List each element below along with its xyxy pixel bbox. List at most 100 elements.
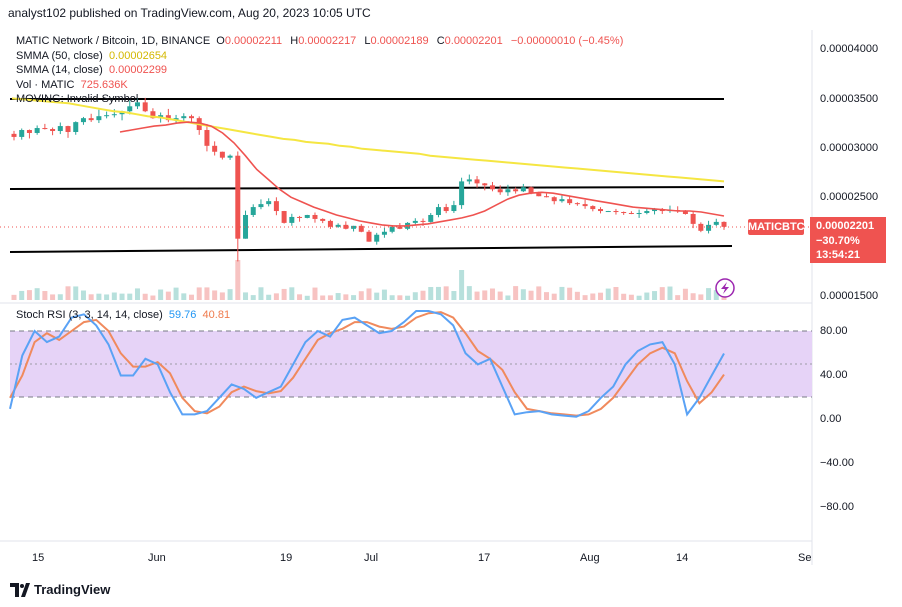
volume-bar [165, 291, 171, 300]
candle-body [19, 130, 25, 137]
candle-body [80, 118, 86, 123]
candle-body [559, 199, 565, 202]
candle-body [327, 220, 333, 227]
candle-body [652, 209, 658, 212]
price-tick: 0.00003500 [820, 93, 879, 105]
volume-bar [204, 287, 210, 300]
candle-body [266, 201, 272, 205]
change-percent: −30.70% [816, 234, 860, 247]
candle-body [374, 234, 380, 242]
price-tick: 0.00002500 [820, 191, 879, 203]
volume-bar [420, 290, 426, 300]
volume-bar [644, 292, 650, 300]
candle-body [536, 193, 542, 197]
candle-body [34, 128, 40, 133]
volume-bar [34, 288, 40, 300]
candle-body [598, 209, 604, 212]
volume-bar [134, 288, 140, 300]
candle-body [551, 197, 557, 202]
volume-bar [173, 287, 179, 300]
candle-body [466, 179, 472, 182]
volume-bar [505, 295, 511, 300]
sma50-label[interactable]: SMMA (50, close) [16, 49, 103, 62]
volume-bar [312, 287, 318, 300]
candle-body [189, 116, 194, 119]
moving-label[interactable]: MOVING: Invalid Symbol [16, 93, 139, 105]
moving-averages [11, 97, 725, 227]
candle-body [243, 214, 249, 239]
symbol-title[interactable]: MATIC Network / Bitcoin, 1D, BINANCE [16, 35, 211, 47]
candle-body [142, 102, 148, 112]
open-label: O [216, 35, 225, 47]
volume-bar [111, 292, 117, 300]
volume-bar [435, 286, 441, 300]
candle-body [219, 151, 225, 158]
volume-bar [127, 293, 133, 300]
volume-bar [489, 288, 495, 300]
candle-body [111, 114, 117, 116]
stoch-legend: Stoch RSI (3, 3, 14, 14, close) 59.76 40… [16, 309, 230, 321]
lightning-icon[interactable] [715, 278, 735, 298]
volume-label[interactable]: Vol · MATIC [16, 78, 75, 91]
volume-bar [520, 289, 526, 300]
volume-bar [235, 260, 241, 300]
close-label: C [436, 35, 445, 47]
price-tick: 0.00004000 [820, 43, 879, 55]
volume-bar [621, 293, 627, 300]
volume-bar [682, 288, 688, 300]
candle-body [582, 204, 588, 207]
volume-bar [297, 294, 303, 300]
stoch-k-line [9, 310, 725, 418]
footer-brand[interactable]: TradingView [10, 582, 110, 597]
stoch-label[interactable]: Stoch RSI (3, 3, 14, 14, close) [16, 309, 163, 321]
candle-body [636, 213, 642, 215]
volume-bars [11, 260, 727, 300]
sma14-label[interactable]: SMMA (14, close) [16, 64, 103, 76]
volume-bar [73, 286, 79, 300]
volume-bar [389, 295, 395, 300]
candle-body [127, 106, 133, 112]
volume-bar [636, 295, 642, 300]
publisher-line: analyst102 published on TradingView.com,… [8, 6, 371, 20]
volume-bar [605, 288, 611, 300]
candle-body [358, 225, 364, 232]
candle-body [212, 145, 218, 152]
stoch-tick: 80.00 [820, 325, 848, 337]
candle-body [412, 220, 418, 223]
volume-bar [304, 295, 310, 300]
trend-lines [9, 98, 733, 253]
candle-body [621, 212, 627, 214]
candle-body [628, 213, 634, 215]
volume-bar [219, 292, 225, 300]
candle-body [351, 225, 357, 229]
low-value: 0.00002189 [370, 35, 429, 47]
candle-body [567, 199, 573, 204]
support-line [9, 245, 733, 253]
volume-bar [667, 286, 673, 300]
candle-body [605, 211, 611, 213]
stoch-tick: 0.00 [820, 413, 842, 425]
close-value: 0.00002201 [444, 35, 503, 47]
volume-bar [366, 288, 372, 300]
candle-body [520, 187, 526, 192]
sma14-line [119, 121, 725, 227]
volume-bar [706, 288, 712, 300]
candle-body [497, 189, 503, 193]
candle-body [42, 128, 48, 130]
candle-body [474, 179, 480, 184]
candle-body [397, 226, 403, 229]
stoch-d-value: 40.81 [202, 309, 231, 321]
volume-bar [289, 287, 295, 300]
sma14-value: 0.00002299 [108, 64, 168, 76]
volume-bar [536, 286, 542, 300]
volume-bar [675, 295, 681, 300]
volume-bar [551, 293, 557, 300]
volume-bar [397, 295, 403, 300]
time-tick: 19 [280, 552, 293, 564]
candle-body [312, 214, 318, 219]
sma50-line [11, 97, 725, 183]
candle-body [304, 214, 310, 218]
candle-body [435, 207, 441, 215]
candle-body [690, 213, 696, 224]
